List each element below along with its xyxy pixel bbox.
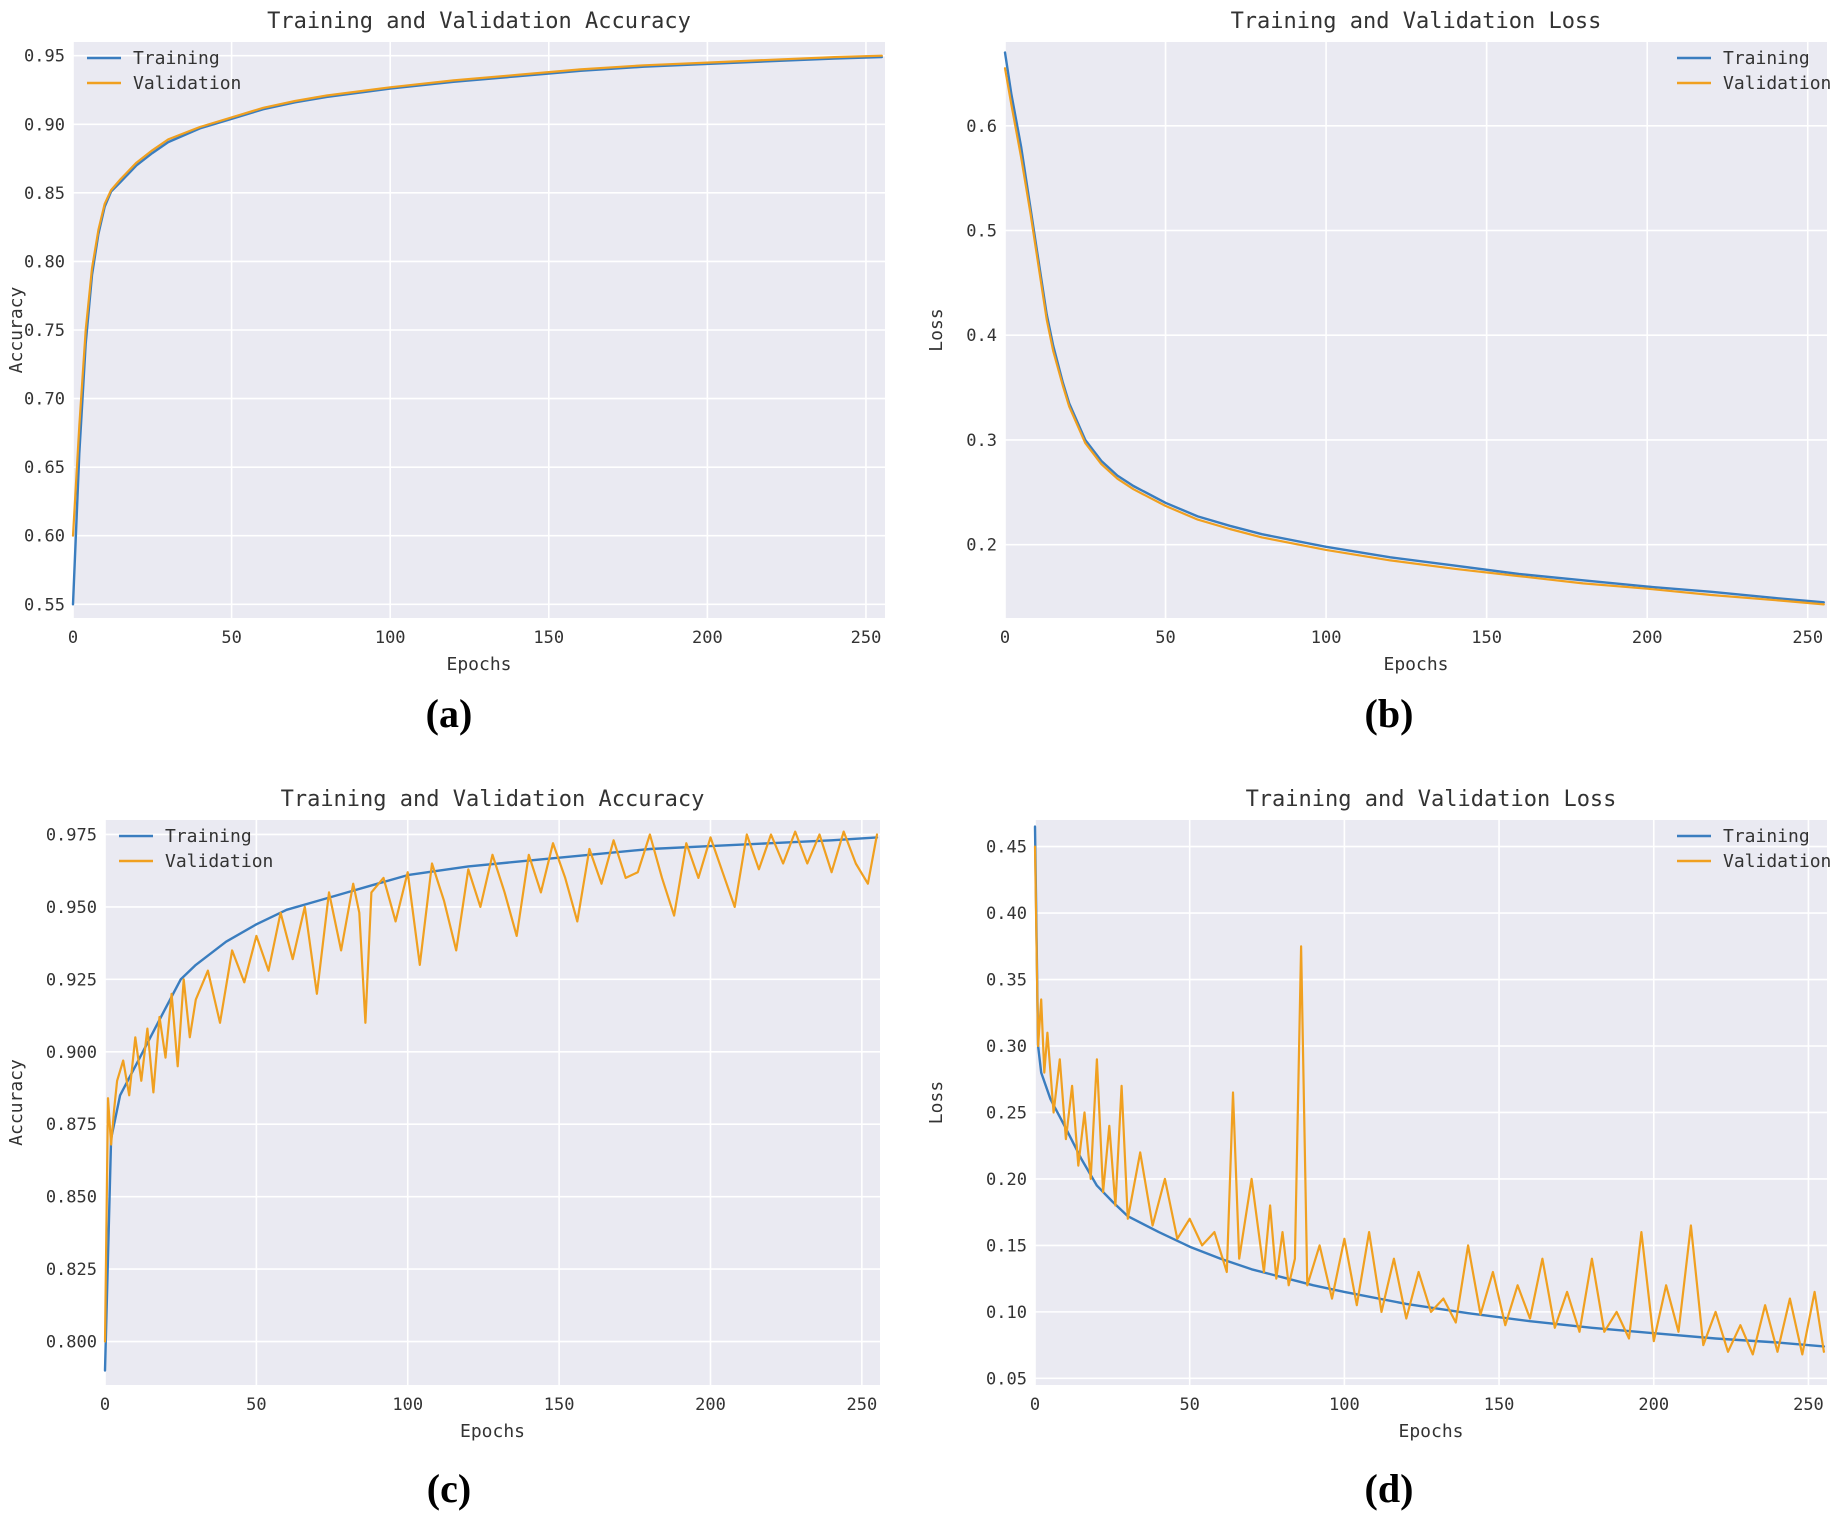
- y-tick-label: 0.4: [966, 326, 997, 346]
- x-tick-label: 200: [695, 1395, 726, 1415]
- legend-label-validation: Validation: [1723, 73, 1831, 94]
- y-tick-label: 0.800: [46, 1333, 97, 1353]
- y-tick-label: 0.875: [46, 1115, 97, 1135]
- legend-label-validation: Validation: [133, 73, 241, 94]
- x-axis-label: Epochs: [1383, 654, 1448, 675]
- chart-title: Training and Validation Accuracy: [267, 9, 691, 34]
- y-tick-label: 0.5: [966, 222, 997, 242]
- y-tick-label: 0.05: [986, 1369, 1027, 1389]
- y-tick-label: 0.80: [24, 252, 65, 272]
- plot-area-d: [1035, 820, 1827, 1385]
- y-tick-label: 0.30: [986, 1037, 1027, 1057]
- y-axis-label: Loss: [926, 308, 947, 351]
- x-tick-label: 100: [1311, 628, 1342, 648]
- series-line-validation: [1003, 67, 1825, 606]
- y-tick-label: 0.2: [966, 536, 997, 556]
- legend-label-training: Training: [1723, 48, 1810, 69]
- y-tick-label: 0.35: [986, 971, 1027, 991]
- y-tick-label: 0.75: [24, 321, 65, 341]
- x-tick-label: 150: [1471, 628, 1502, 648]
- caption-c: (c): [426, 1466, 472, 1511]
- chart-d-svg: 0 50 100 150 200 250 0.05 0.10 0.15 0.20 0.25 0.30 0…: [926, 787, 1831, 1442]
- caption-b: (b): [1364, 691, 1414, 736]
- x-tick-label: 0: [100, 1395, 110, 1415]
- chart-b-svg: 0 50 100 150 200 250 0.2 0.3 0.4 0.5 0.6 Training a…: [926, 9, 1831, 675]
- caption-d: (d): [1364, 1466, 1414, 1511]
- x-tick-label: 150: [544, 1395, 575, 1415]
- legend-label-validation: Validation: [165, 851, 273, 872]
- y-axis-label: Loss: [926, 1081, 947, 1124]
- y-tick-label: 0.850: [46, 1188, 97, 1208]
- legend-label-training: Training: [165, 826, 252, 847]
- x-tick-label: 50: [246, 1395, 266, 1415]
- x-tick-label: 150: [1484, 1395, 1515, 1415]
- chart-c-svg: 0 50 100 150 200 250 0.800 0.825 0.850 0.875 0.900…: [6, 787, 880, 1442]
- y-tick-label: 0.950: [46, 898, 97, 918]
- chart-title: Training and Validation Loss: [1246, 787, 1617, 812]
- chart-a-svg: 0 50 100 150 200 250 0.55 0.60 0.65 0.70 0.75 0.80 0…: [6, 9, 885, 675]
- x-tick-label: 100: [392, 1395, 423, 1415]
- caption-a: (a): [425, 691, 473, 736]
- x-tick-label: 100: [1329, 1395, 1360, 1415]
- x-tick-label: 250: [1792, 628, 1823, 648]
- chart-title: Training and Validation Loss: [1231, 9, 1602, 34]
- y-tick-label: 0.65: [24, 458, 65, 478]
- series-line-validation: [103, 830, 879, 1343]
- y-tick-label: 0.3: [966, 431, 997, 451]
- chart-b-panel: 0 50 100 150 200 250 0.2 0.3 0.4 0.5 0.6 Training a…: [920, 0, 1844, 680]
- chart-d-panel: 0 50 100 150 200 250 0.05 0.10 0.15 0.20 0.25 0.30 0…: [920, 775, 1844, 1455]
- plot-area-b: [1005, 42, 1827, 618]
- chart-c-panel: 0 50 100 150 200 250 0.800 0.825 0.850 0.875 0.900…: [0, 775, 920, 1455]
- x-tick-label: 200: [1632, 628, 1663, 648]
- y-tick-label: 0.900: [46, 1043, 97, 1063]
- series-line-validation: [1033, 845, 1826, 1356]
- y-tick-label: 0.825: [46, 1260, 97, 1280]
- y-tick-label: 0.10: [986, 1303, 1027, 1323]
- x-tick-label: 200: [692, 628, 723, 648]
- x-tick-label: 250: [1793, 1395, 1824, 1415]
- y-tick-label: 0.20: [986, 1170, 1027, 1190]
- y-tick-label: 0.40: [986, 904, 1027, 924]
- chart-a-panel: 0 50 100 150 200 250 0.55 0.60 0.65 0.70 0.75 0.80 0…: [0, 0, 920, 680]
- y-tick-label: 0.70: [24, 390, 65, 410]
- x-tick-label: 200: [1638, 1395, 1669, 1415]
- x-tick-label: 50: [221, 628, 241, 648]
- y-tick-label: 0.975: [46, 825, 97, 845]
- series-line-validation: [71, 54, 883, 537]
- chart-title: Training and Validation Accuracy: [281, 787, 705, 812]
- y-axis-label: Accuracy: [6, 1059, 27, 1146]
- x-tick-label: 250: [851, 628, 882, 648]
- y-tick-label: 0.6: [966, 117, 997, 137]
- y-tick-label: 0.85: [24, 184, 65, 204]
- y-tick-label: 0.90: [24, 115, 65, 135]
- x-axis-label: Epochs: [460, 1421, 525, 1442]
- y-tick-label: 0.25: [986, 1103, 1027, 1123]
- x-tick-label: 150: [533, 628, 564, 648]
- y-tick-label: 0.15: [986, 1236, 1027, 1256]
- legend-label-validation: Validation: [1723, 851, 1831, 872]
- y-tick-label: 0.45: [986, 838, 1027, 858]
- x-tick-label: 250: [846, 1395, 877, 1415]
- x-tick-label: 50: [1179, 1395, 1199, 1415]
- y-tick-label: 0.95: [24, 47, 65, 67]
- x-tick-label: 0: [1000, 628, 1010, 648]
- y-tick-label: 0.925: [46, 970, 97, 990]
- x-tick-label: 100: [375, 628, 406, 648]
- x-axis-label: Epochs: [446, 654, 511, 675]
- x-tick-label: 50: [1155, 628, 1175, 648]
- legend-label-training: Training: [1723, 826, 1810, 847]
- y-tick-label: 0.60: [24, 527, 65, 547]
- x-axis-label: Epochs: [1398, 1421, 1463, 1442]
- plot-area-c: [105, 820, 880, 1385]
- x-tick-label: 0: [68, 628, 78, 648]
- y-tick-label: 0.55: [24, 595, 65, 615]
- y-axis-label: Accuracy: [6, 286, 27, 373]
- x-tick-label: 0: [1030, 1395, 1040, 1415]
- legend-label-training: Training: [133, 48, 220, 69]
- series-line-training: [1033, 825, 1826, 1348]
